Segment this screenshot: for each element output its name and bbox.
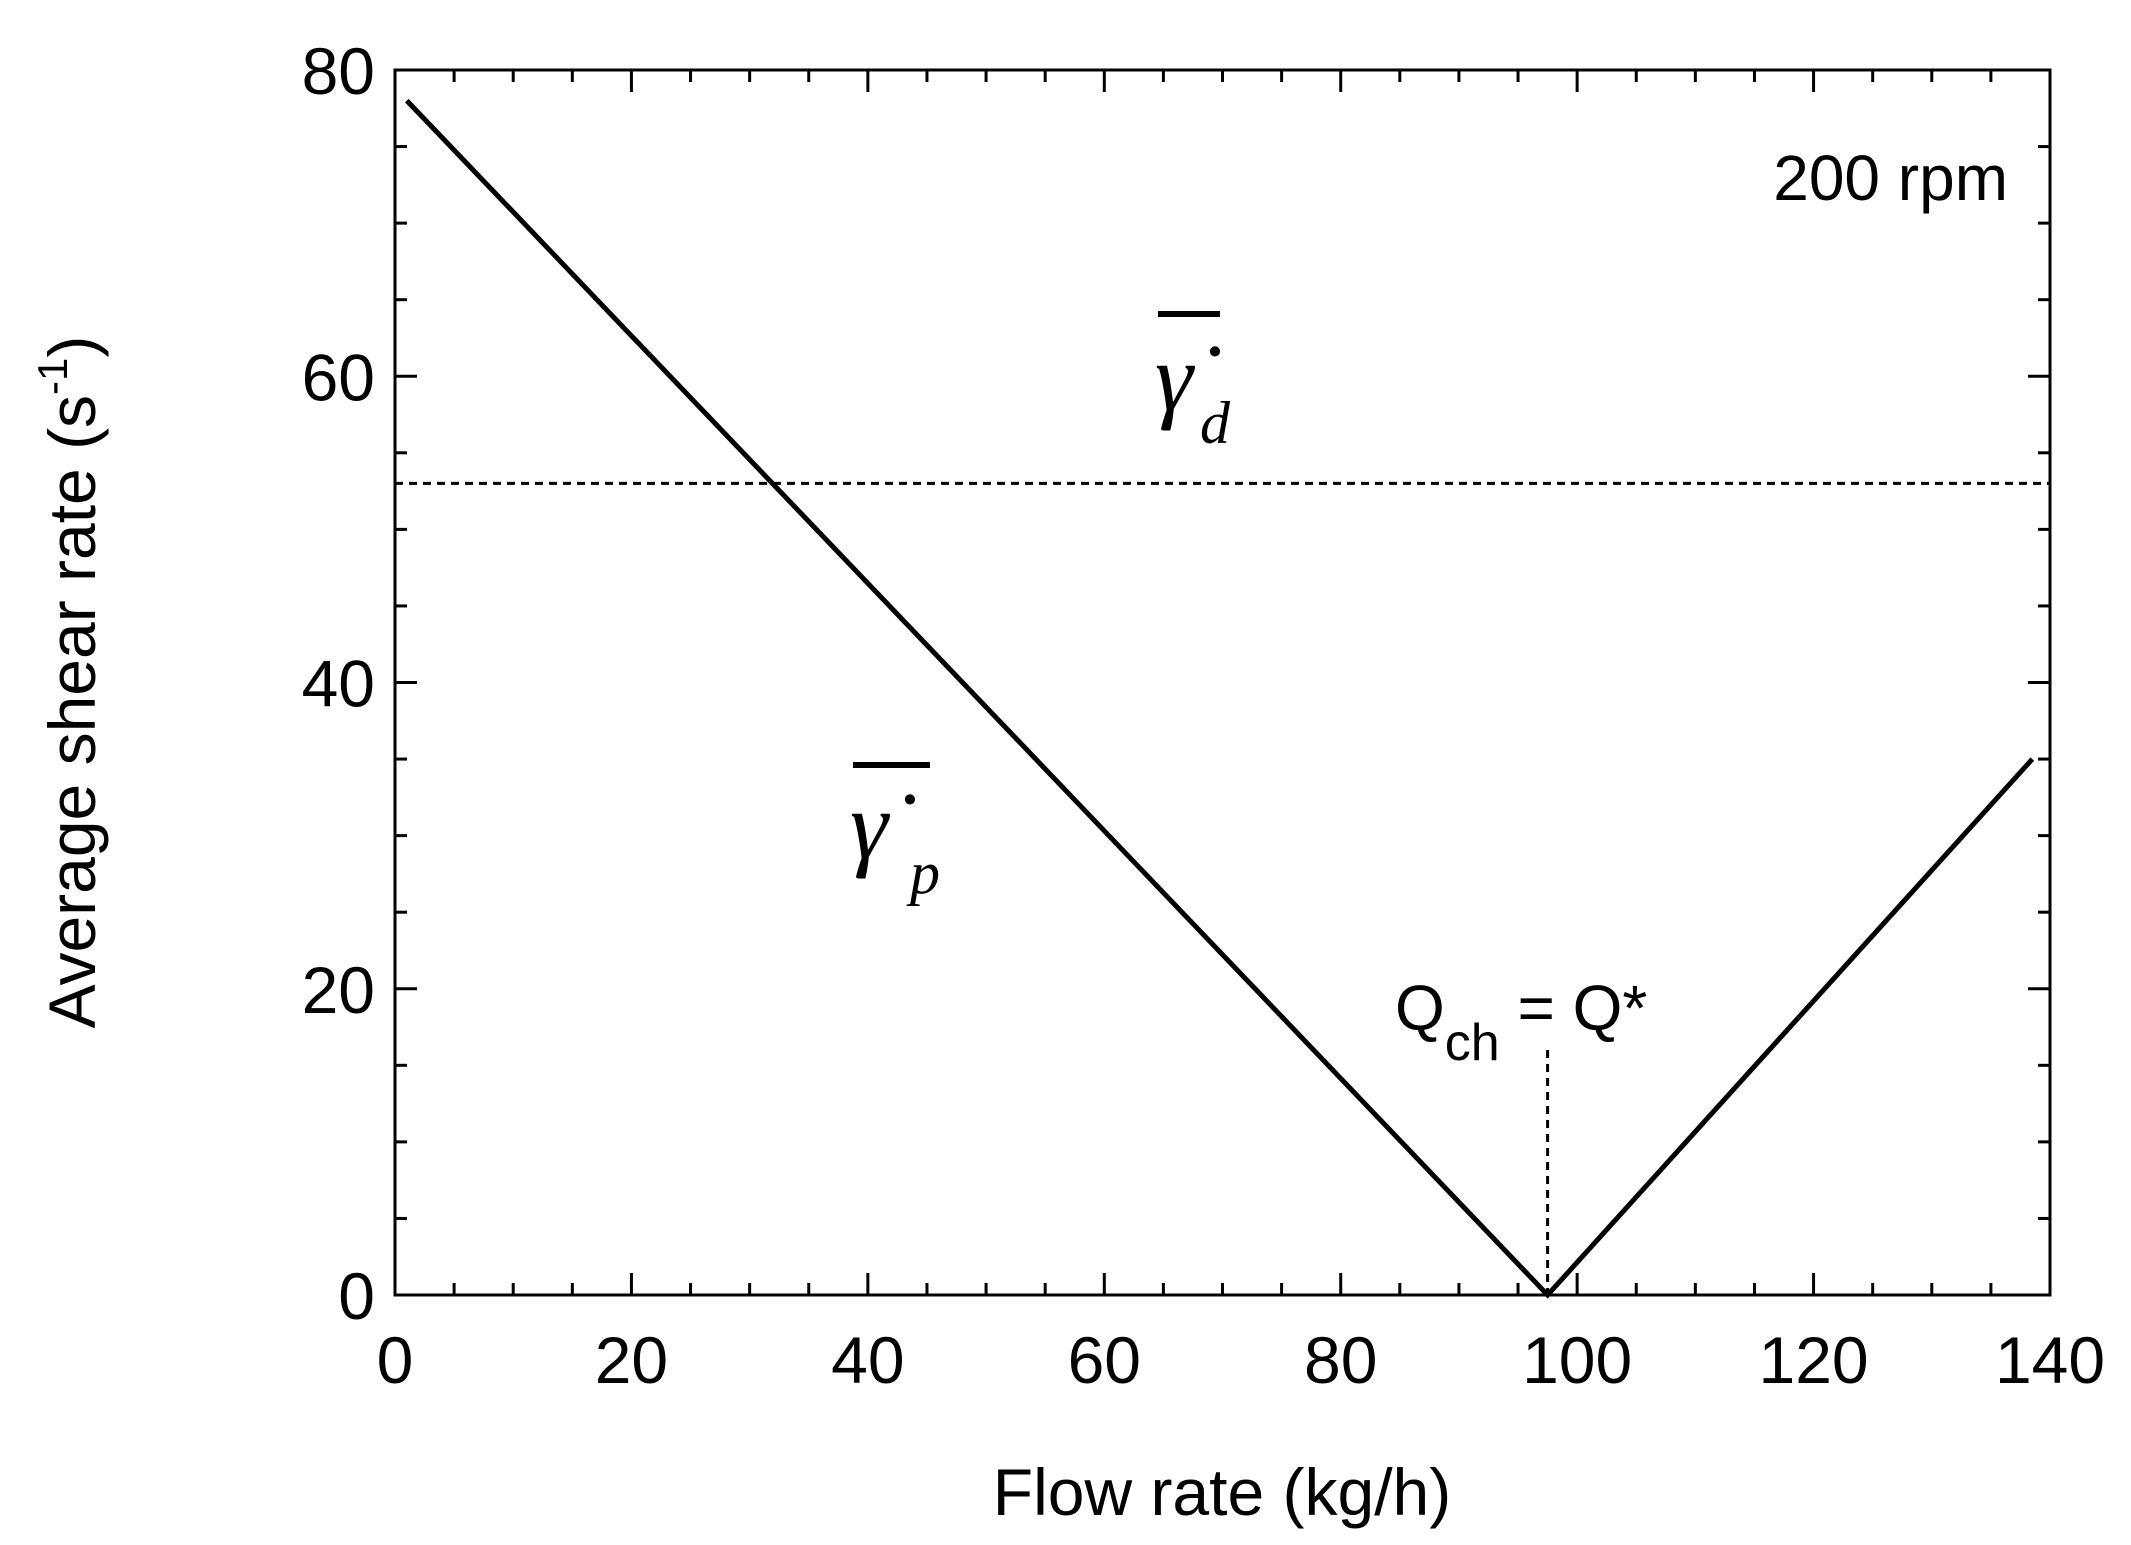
y-tick-label: 40 [302,647,375,721]
gamma-p-symbol: γ̇ [850,772,916,879]
x-tick-label: 80 [1304,1323,1377,1397]
qch-annotation: Qch = Q* [1395,972,1647,1072]
gamma-d-subscript: d [1200,390,1231,456]
tick-labels: 0 20 40 60 80 100 120 140 0 20 40 60 80 [302,34,2105,1397]
gamma-p-label: γ̇ p [850,762,940,906]
x-tick-label: 40 [831,1323,904,1397]
y-axis-title-main: Average shear rate (s [35,395,109,1028]
qch-annotation-rest: = Q* [1500,972,1648,1044]
x-tick-label: 140 [1995,1323,2105,1397]
x-tick-label: 20 [595,1323,668,1397]
x-tick-label: 60 [1068,1323,1141,1397]
gamma-p-subscript: p [906,840,940,906]
y-tick-label: 0 [338,1259,375,1333]
x-axis-title: Flow rate (kg/h) [993,1455,1451,1529]
qch-annotation-main: Q [1395,972,1445,1044]
y-axis-title: Average shear rate (s-1) [29,336,109,1029]
qch-annotation-subscript: ch [1445,1014,1500,1072]
y-tick-label: 80 [302,34,375,108]
series-gamma-p-line [404,98,2035,1299]
gamma-d-label: γ̇ d [1155,311,1231,456]
x-tick-label: 100 [1522,1323,1632,1397]
axis-ticks [393,68,2052,1297]
y-tick-label: 60 [302,340,375,414]
x-tick-label: 0 [377,1323,414,1397]
y-axis-title-close: ) [35,336,109,358]
x-tick-label: 120 [1759,1323,1869,1397]
speed-annotation: 200 rpm [1773,142,2008,214]
y-tick-label: 20 [302,953,375,1027]
plot-frame [393,68,2052,1297]
y-axis-title-superscript: -1 [29,358,76,395]
series-layer [395,98,2050,1299]
